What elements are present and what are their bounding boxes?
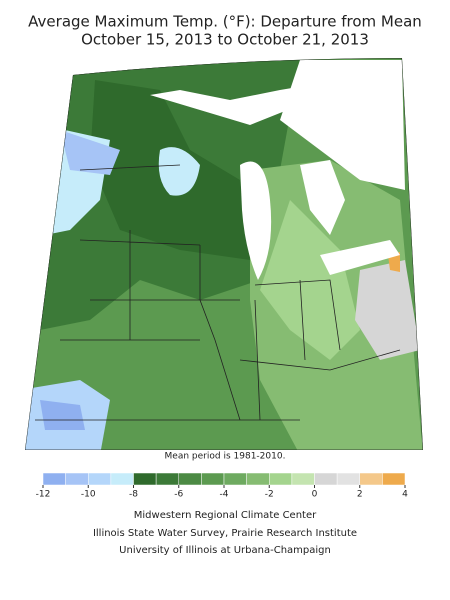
title: Average Maximum Temp. (°F): Departure fr…	[28, 13, 422, 31]
tick-label: -10	[81, 490, 96, 500]
color-bin	[42, 472, 66, 486]
note: Mean period is 1981-2010.	[165, 452, 286, 462]
tick-label: 2	[357, 490, 363, 500]
tick-label: 0	[312, 490, 318, 500]
color-bin	[88, 472, 112, 486]
color-bin	[382, 472, 406, 486]
color-bin	[155, 472, 179, 486]
credit: University of Illinois at Urbana-Champai…	[119, 545, 331, 556]
color-bin	[223, 472, 247, 486]
color-bin	[359, 472, 383, 486]
tick-label: -2	[265, 490, 274, 500]
tick-label: -12	[36, 490, 51, 500]
color-bin	[178, 472, 202, 486]
tick-label: -8	[129, 490, 138, 500]
subtitle: October 15, 2013 to October 21, 2013	[81, 31, 369, 49]
tick-label: -6	[174, 490, 183, 500]
color-bin	[201, 472, 225, 486]
credit: Midwestern Regional Climate Center	[134, 510, 317, 521]
color-bin	[269, 472, 293, 486]
tick-label: -4	[220, 490, 229, 500]
color-bin	[246, 472, 270, 486]
credit: Illinois State Water Survey, Prairie Res…	[93, 528, 357, 539]
color-bin	[336, 472, 360, 486]
tick-label: 4	[402, 490, 408, 500]
map	[25, 58, 423, 450]
color-bin	[110, 472, 134, 486]
color-bin	[133, 472, 157, 486]
color-bin	[314, 472, 338, 486]
color-bin	[291, 472, 315, 486]
colorbar: -12 -10 -8 -6 -4 -2 0 2 4	[36, 472, 408, 500]
color-bin	[65, 472, 89, 486]
